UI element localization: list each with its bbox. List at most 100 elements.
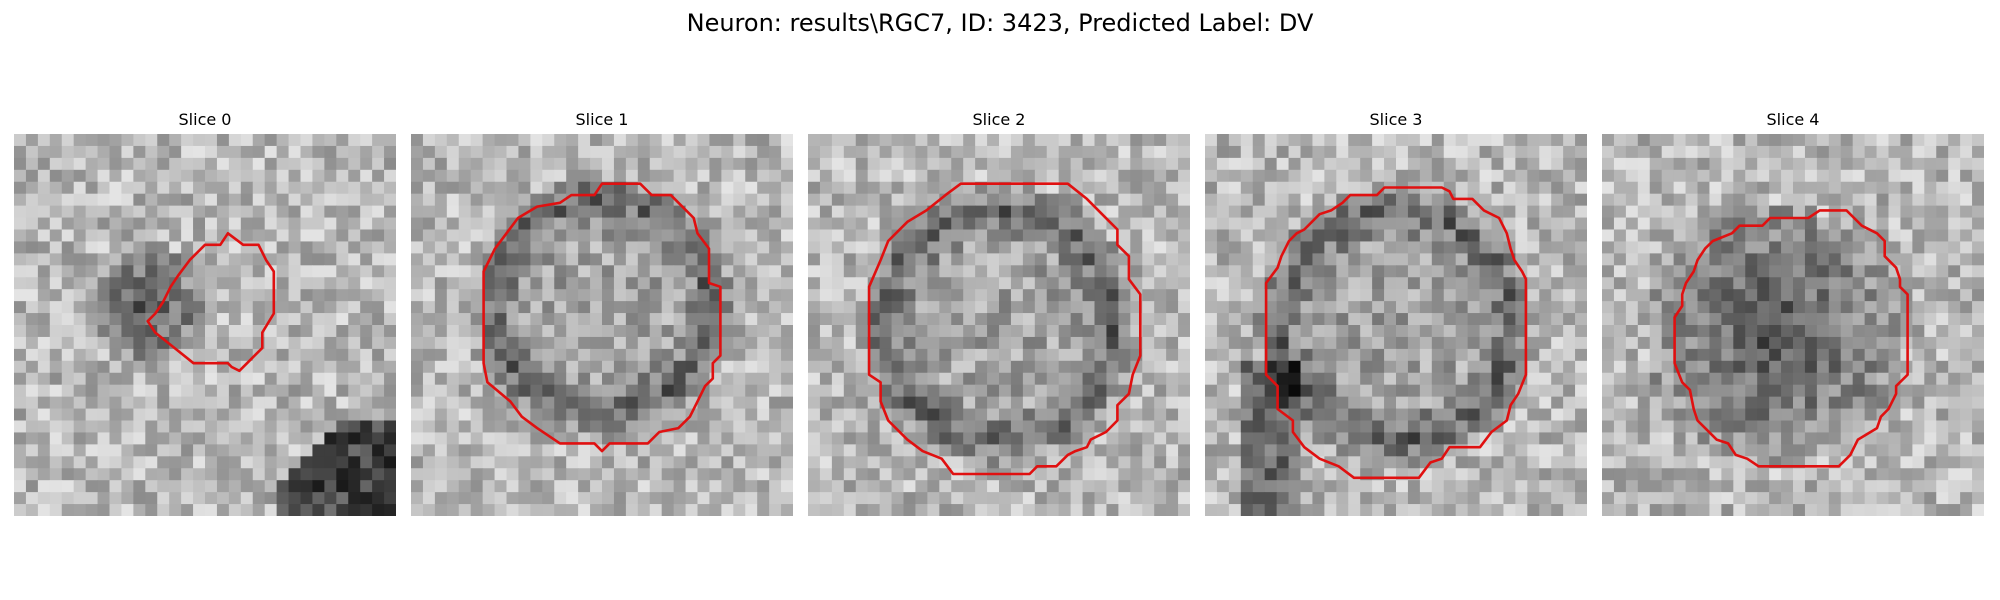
pixel: [831, 492, 845, 505]
pixel: [1288, 396, 1301, 410]
pixel: [1360, 444, 1373, 457]
pixel: [1840, 360, 1854, 374]
pixel: [757, 289, 770, 302]
pixel: [819, 348, 833, 362]
pixel: [372, 444, 385, 457]
pixel: [1264, 336, 1278, 350]
pixel: [181, 468, 194, 481]
pixel: [867, 432, 881, 445]
pixel: [1228, 289, 1242, 302]
pixel: [951, 157, 964, 171]
panel-title-slice-4: Slice 4: [1766, 110, 1820, 129]
pixel: [987, 504, 1000, 516]
pixel: [411, 229, 424, 242]
pixel: [228, 468, 242, 481]
pixel: [1828, 325, 1842, 338]
pixel: [1276, 336, 1290, 350]
pixel: [915, 432, 928, 445]
pixel: [25, 480, 39, 493]
pixel: [1661, 289, 1675, 302]
pixel: [1348, 396, 1361, 410]
pixel: [360, 408, 373, 421]
pixel: [482, 420, 496, 433]
pixel: [1022, 384, 1036, 398]
pixel: [542, 348, 555, 362]
pixel: [411, 348, 424, 362]
pixel: [1178, 229, 1190, 242]
pixel: [1070, 348, 1084, 362]
pixel: [1396, 301, 1409, 314]
pixel: [506, 193, 519, 207]
pixel: [1745, 241, 1758, 254]
pixel: [1936, 301, 1949, 314]
pixel: [252, 229, 266, 242]
pixel: [506, 134, 519, 147]
pixel: [1673, 145, 1687, 159]
pixel: [1419, 432, 1433, 445]
pixel: [1252, 145, 1266, 159]
pixel: [602, 169, 615, 183]
pixel: [637, 468, 651, 481]
pixel: [73, 336, 87, 350]
pixel: [1804, 384, 1818, 398]
pixel: [518, 301, 531, 314]
pixel: [1264, 348, 1278, 362]
pixel: [1602, 241, 1615, 254]
pixel: [37, 468, 51, 481]
pixel: [1793, 396, 1806, 410]
pixel: [1467, 492, 1481, 505]
pixel: [1419, 289, 1433, 302]
pixel: [1178, 480, 1190, 493]
pixel: [1467, 181, 1481, 195]
pixel: [999, 217, 1012, 230]
pixel: [1948, 301, 1961, 314]
pixel: [264, 456, 278, 469]
pixel: [73, 456, 87, 469]
pixel: [697, 277, 710, 290]
pixel: [819, 432, 833, 445]
pixel: [1888, 336, 1901, 350]
pixel: [566, 301, 579, 314]
pixel: [312, 444, 325, 457]
pixel: [1094, 396, 1107, 410]
pixel: [1431, 336, 1445, 350]
pixel: [482, 408, 496, 421]
pixel: [1228, 205, 1242, 219]
pixel: [205, 348, 218, 362]
pixel: [264, 289, 278, 302]
pixel: [348, 277, 361, 290]
pixel: [1828, 134, 1842, 147]
pixel: [1503, 313, 1516, 326]
pixel: [1216, 336, 1230, 350]
pixel: [1288, 480, 1301, 493]
pixel: [1205, 145, 1218, 159]
pixel: [14, 444, 27, 457]
pixel: [1625, 456, 1639, 469]
pixel: [951, 253, 964, 266]
pixel: [1673, 169, 1687, 183]
pixel: [157, 265, 170, 278]
pixel: [1864, 217, 1878, 230]
pixel: [157, 241, 170, 254]
pixel: [336, 384, 349, 398]
pixel: [1649, 396, 1663, 410]
pixel: [1551, 372, 1564, 386]
pixel: [1852, 205, 1866, 219]
pixel: [1384, 396, 1397, 410]
pixel: [1745, 253, 1758, 266]
pixel: [1431, 396, 1445, 410]
panel-slice-2: [808, 134, 1190, 516]
pixel: [1575, 444, 1587, 457]
pixel: [1912, 229, 1925, 242]
pixel: [697, 134, 710, 147]
pixel: [1070, 384, 1084, 398]
pixel: [1924, 265, 1937, 278]
pixel: [252, 408, 266, 421]
pixel: [157, 456, 170, 469]
pixel: [216, 336, 230, 350]
pixel: [1602, 456, 1615, 469]
pixel: [1515, 504, 1528, 516]
pixel: [1118, 217, 1131, 230]
pixel: [808, 193, 821, 207]
pixel: [458, 408, 472, 421]
